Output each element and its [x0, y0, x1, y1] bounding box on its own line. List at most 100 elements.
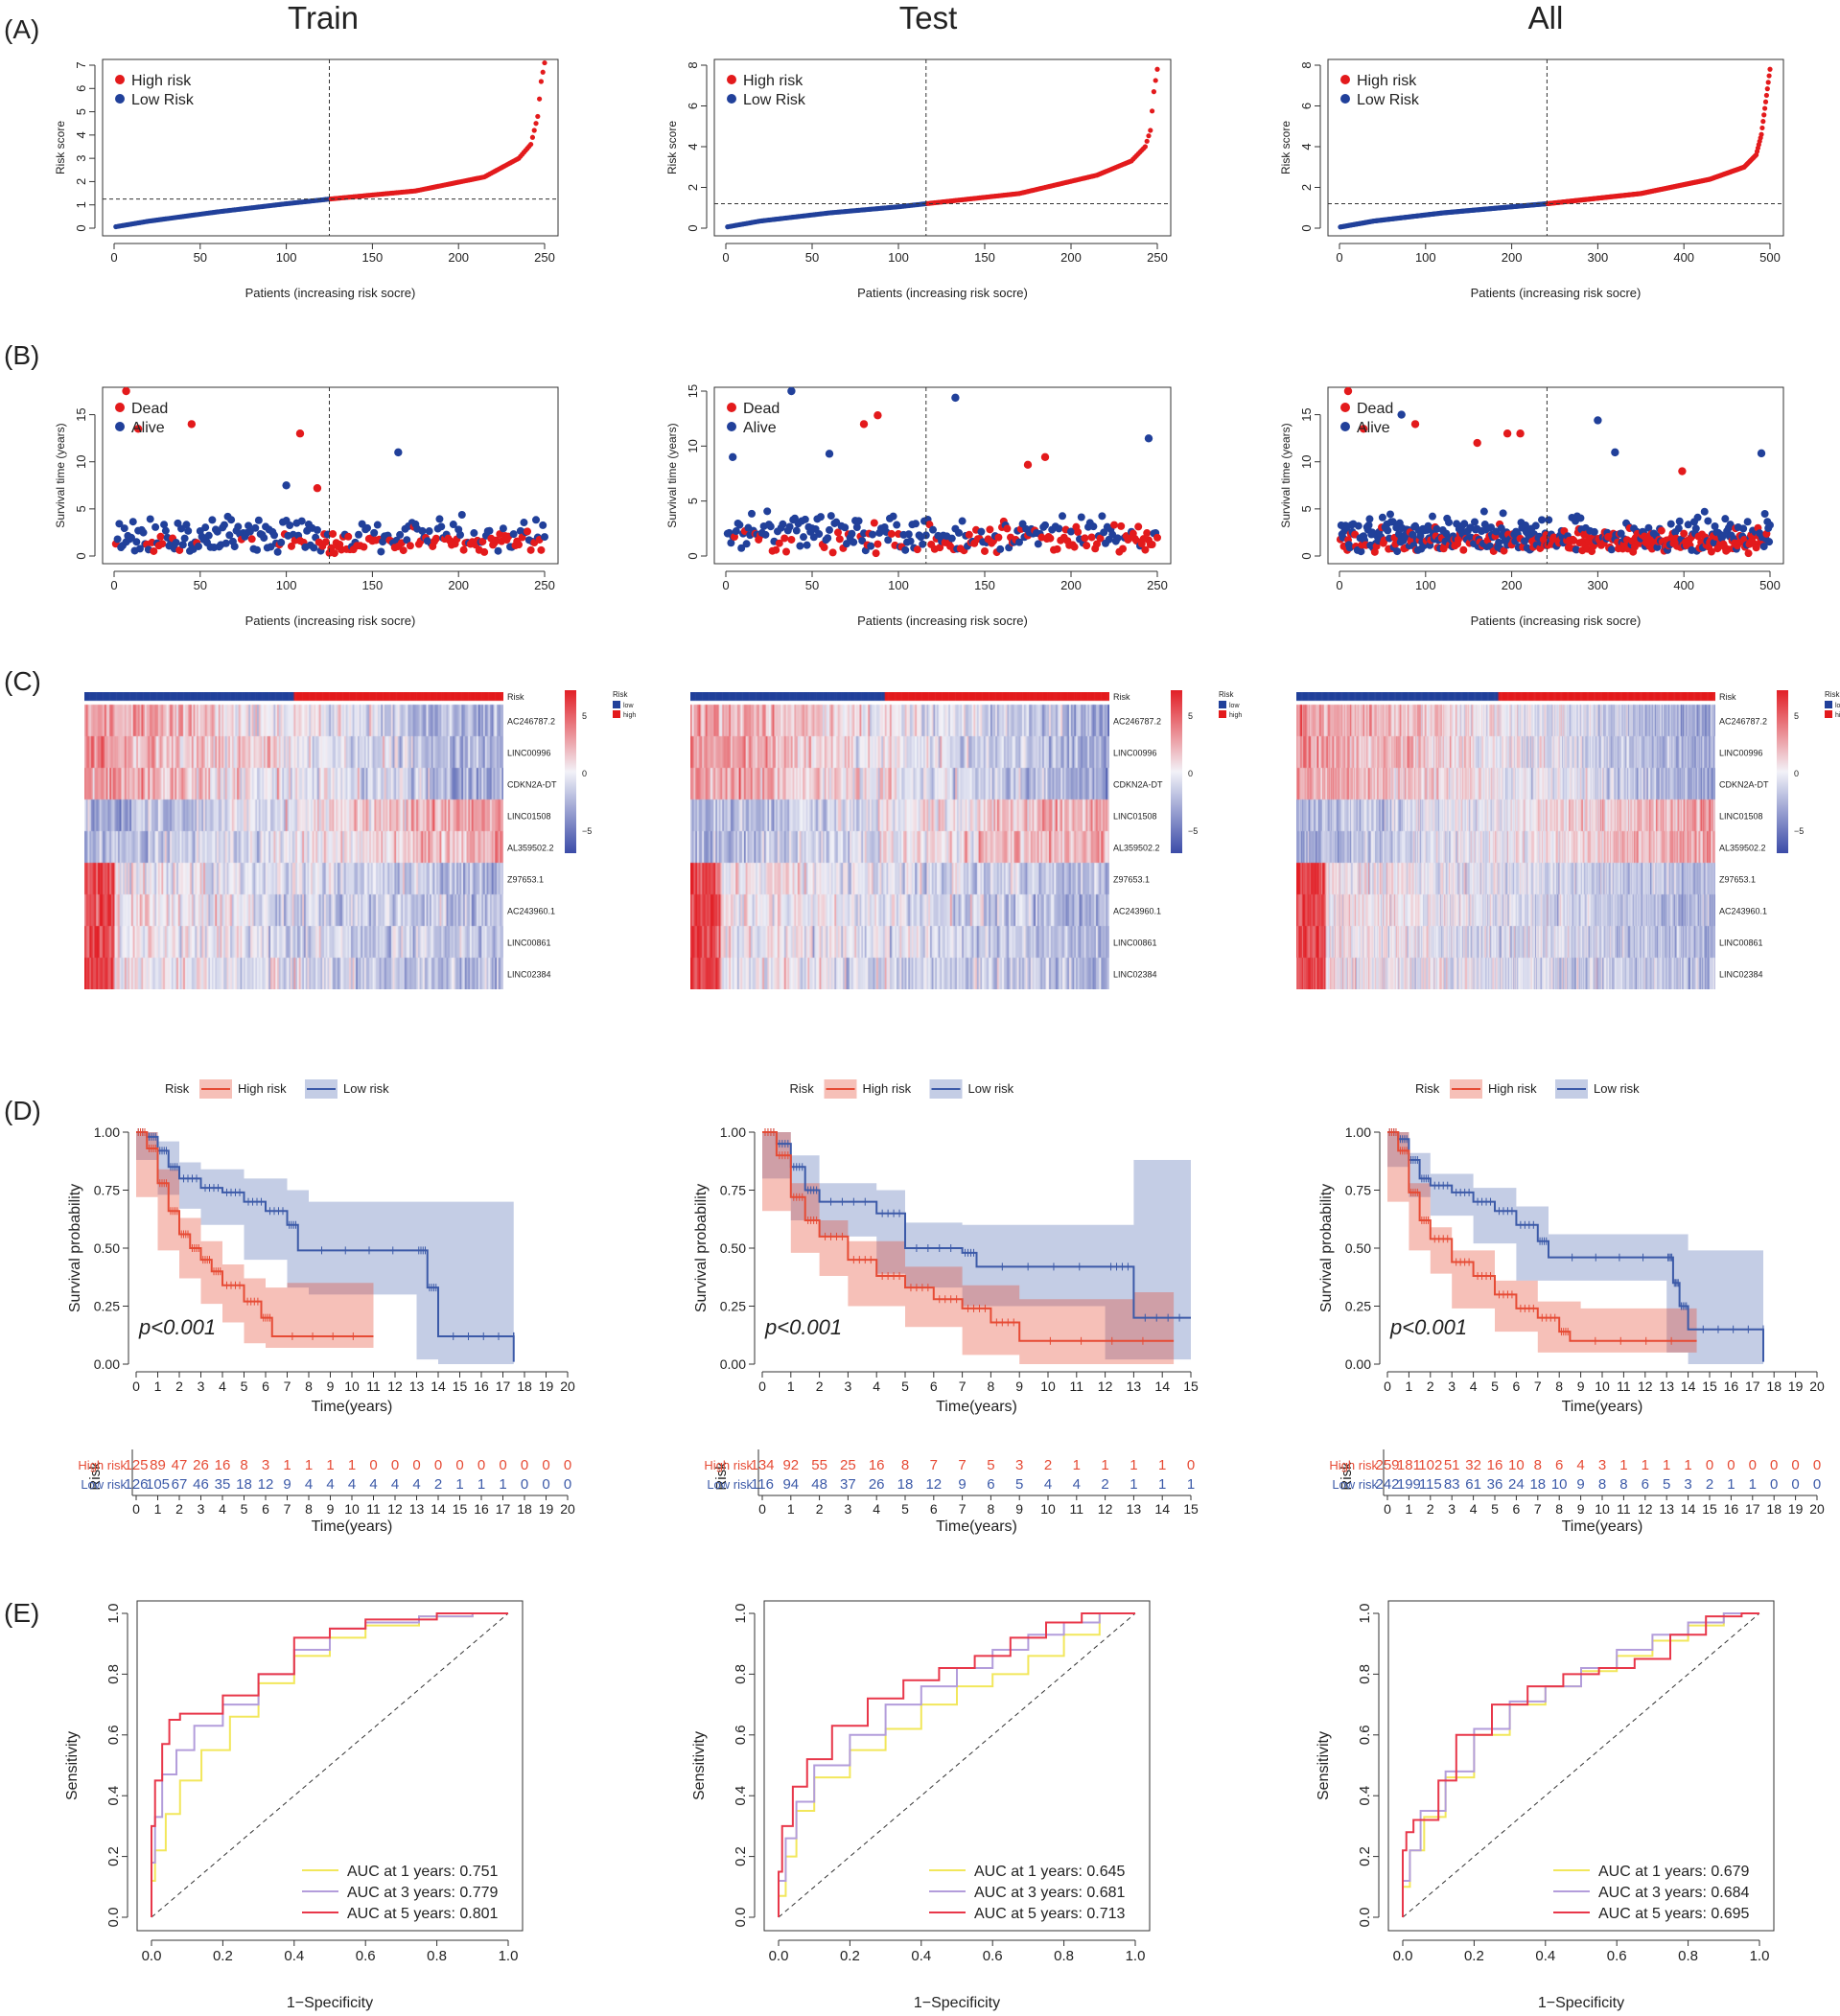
risk-score-point [1150, 108, 1155, 114]
alive-point [449, 521, 457, 529]
alive-point [1357, 547, 1365, 556]
km-y-axis-tick-label: 0.00 [720, 1356, 746, 1372]
alive-point [377, 547, 385, 556]
heatmap-legend-low: low [623, 703, 634, 709]
km-x-axis-tick-label: 10 [344, 1379, 360, 1394]
survival-y-axis-tick-label: 0 [74, 552, 88, 559]
dead-point [156, 532, 165, 541]
risk-table-low-count: 61 [1465, 1476, 1481, 1493]
roc-plot-frame [136, 1600, 524, 1932]
dead-point [1070, 543, 1079, 551]
risk-table-tick-label: 19 [1788, 1501, 1804, 1517]
risk-table-low-count: 2 [1706, 1476, 1713, 1493]
km-pvalue: p<0.001 [1389, 1315, 1467, 1339]
legend-label-high: High risk [131, 73, 192, 89]
alive-point [520, 519, 528, 527]
roc-x-axis-tick-label: 0.8 [1054, 1948, 1074, 1964]
heatmap-annotation-label: Risk [1113, 692, 1130, 702]
risk-score-point [1762, 105, 1768, 111]
survival-point [133, 425, 143, 433]
risk-table-tick-label: 2 [175, 1501, 183, 1517]
risk-table-high-count: 0 [455, 1457, 463, 1473]
heatmap-key-label: −5 [582, 826, 592, 836]
risk-score-point [1762, 99, 1769, 104]
risk-table-high-count: 16 [215, 1457, 231, 1473]
risk-table-tick-label: 0 [758, 1501, 766, 1517]
km-high-curve [1387, 1131, 1697, 1342]
heatmap-gene-label: LINC00861 [1113, 938, 1157, 948]
alive-point [1704, 517, 1712, 525]
alive-point [254, 516, 263, 524]
alive-point [889, 512, 897, 521]
km-x-axis-tick-label: 20 [1809, 1379, 1825, 1394]
km-legend-title: Risk [165, 1081, 190, 1096]
column-title: Train [288, 0, 359, 35]
alive-point [1098, 512, 1106, 521]
risk-table-tick-label: 18 [1766, 1501, 1782, 1517]
alive-point [270, 531, 279, 540]
alive-point [455, 530, 464, 539]
risk-table-high-count: 3 [262, 1457, 269, 1473]
dead-point [399, 546, 408, 555]
dead-point [150, 546, 158, 555]
survival-point [187, 420, 197, 429]
km-legend-low: Low risk [1594, 1081, 1640, 1096]
alive-point [904, 530, 913, 539]
survival-x-axis-tick-label: 150 [974, 578, 995, 592]
km-y-label: Survival probability [67, 1184, 83, 1312]
alive-point [1100, 528, 1108, 537]
survival-point [394, 448, 403, 457]
panel-letter: (D) [4, 1096, 41, 1125]
km-x-axis-tick-label: 1 [1406, 1379, 1413, 1394]
risk-x-axis-tick-label: 50 [194, 250, 207, 265]
heatmap-gene-label: LINC00996 [1719, 749, 1763, 758]
heatmap-legend-low-swatch [1825, 701, 1832, 708]
km-low-ci-band [1387, 1132, 1763, 1364]
heatmap-color-key [1777, 690, 1788, 853]
alive-point [1743, 518, 1752, 526]
roc-x-axis-tick-label: 0.6 [1607, 1948, 1627, 1964]
km-x-axis-tick-label: 2 [1427, 1379, 1434, 1394]
risk-table-high-count: 89 [150, 1457, 166, 1473]
risk-table-high-count: 0 [1791, 1457, 1799, 1473]
roc-legend-label: AUC at 1 years: 0.751 [347, 1864, 499, 1880]
risk-table-low-count: 4 [369, 1476, 377, 1493]
roc-y-axis-tick-label: 0.8 [1357, 1664, 1373, 1684]
risk-table-high-count: 1 [1684, 1457, 1691, 1473]
risk-table-high-count: 0 [477, 1457, 485, 1473]
km-low-curve [762, 1131, 1191, 1319]
risk-table-tick-label: 17 [496, 1501, 511, 1517]
roc-y-axis-tick-label: 1.0 [105, 1604, 122, 1624]
roc-plot-frame [763, 1600, 1151, 1932]
heatmap-color-key [1171, 690, 1182, 853]
alive-point [817, 513, 825, 521]
dead-point [994, 533, 1003, 542]
alive-point [1721, 515, 1730, 523]
survival-y-axis-tick-label: 0 [1299, 552, 1314, 559]
legend-label-alive: Alive [131, 420, 165, 436]
risk-y-axis-tick-label: 1 [74, 201, 88, 208]
alive-point [1684, 521, 1692, 529]
alive-point [1015, 538, 1023, 546]
survival-point [1040, 452, 1050, 461]
legend-label-low: Low Risk [743, 92, 806, 108]
risk-score-point [1763, 92, 1770, 99]
dead-point [887, 529, 896, 538]
alive-point [1545, 516, 1553, 524]
alive-point [763, 507, 772, 516]
risk-x-axis-tick-label: 500 [1759, 250, 1781, 265]
alive-point [277, 538, 286, 546]
heatmap-gene-label: LINC02384 [507, 970, 551, 980]
heatmap-gene-label: LINC02384 [1113, 970, 1157, 980]
alive-point [396, 530, 405, 539]
risk-score-point [528, 141, 534, 148]
risk-table-tick-label: 10 [1595, 1501, 1610, 1517]
heatmap-gene-label: LINC00861 [507, 938, 551, 948]
risk-score-point [1146, 133, 1152, 139]
risk-table-high-count: 0 [564, 1457, 571, 1473]
risk-table-high-count: 0 [1187, 1457, 1195, 1473]
roc-legend-label: AUC at 1 years: 0.645 [974, 1864, 1126, 1880]
roc-x-axis-tick-label: 0.4 [284, 1948, 304, 1964]
risk-table-high-label: High risk [78, 1458, 127, 1472]
survival-point [1023, 460, 1033, 470]
